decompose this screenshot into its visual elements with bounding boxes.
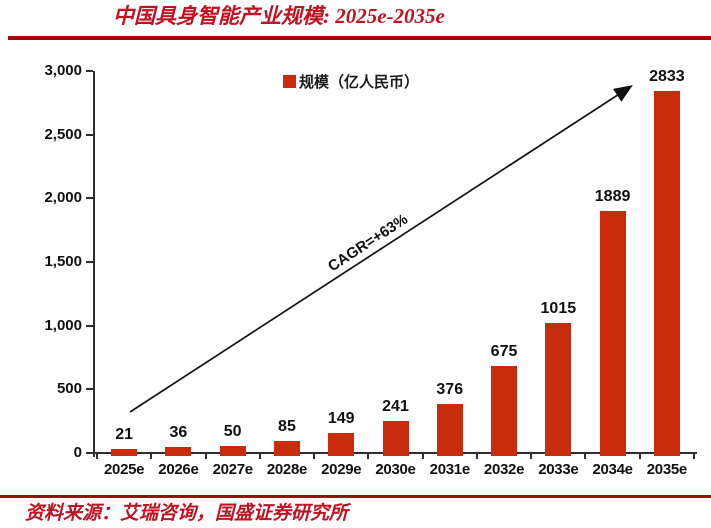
x-axis-tick	[530, 453, 533, 459]
x-axis-label: 2025e	[104, 461, 145, 478]
x-axis-label: 2030e	[375, 461, 416, 478]
x-axis-label: 2026e	[158, 461, 199, 478]
x-axis-label: 2031e	[429, 461, 471, 478]
legend-label: 规模（亿人民币）	[299, 74, 420, 91]
y-axis-tick	[86, 388, 93, 391]
x-axis-tick	[421, 453, 424, 459]
x-axis-label: 2034e	[592, 461, 633, 478]
y-axis-label: 1,500	[44, 253, 82, 270]
y-axis-line	[93, 71, 95, 457]
bar-value-label: 21	[115, 426, 134, 444]
x-axis-tick	[150, 453, 153, 459]
y-axis-tick	[86, 197, 93, 200]
bar-value-label: 241	[382, 398, 409, 416]
bar	[545, 322, 572, 456]
x-axis-tick	[204, 453, 207, 459]
bar	[599, 211, 626, 456]
footer-divider-line	[0, 495, 711, 498]
x-axis-label: 2035e	[646, 461, 688, 478]
y-axis-tick	[86, 261, 93, 263]
y-axis-label: 2,000	[44, 189, 82, 207]
y-axis-tick	[86, 324, 93, 327]
x-axis-label: 2029e	[321, 461, 362, 478]
bar-value-label: 2833	[649, 68, 685, 86]
x-axis-label: 2033e	[538, 461, 579, 478]
y-axis-label: 2,500	[44, 125, 82, 143]
x-axis-tick	[475, 453, 478, 459]
x-axis-label: 2028e	[266, 461, 308, 478]
y-axis-label: 0	[73, 444, 82, 461]
bar-value-label: 149	[327, 410, 355, 428]
x-axis-label: 2032e	[483, 461, 525, 478]
bar	[653, 91, 680, 456]
y-axis-tick	[86, 70, 93, 72]
x-axis-tick	[584, 453, 587, 459]
x-axis-tick	[96, 453, 98, 459]
x-axis-tick	[367, 453, 370, 459]
bar	[111, 449, 138, 456]
x-axis-tick	[638, 453, 641, 459]
bar-value-label: 1889	[594, 188, 631, 206]
x-axis-label: 2027e	[212, 461, 254, 478]
bar	[328, 433, 355, 456]
y-axis-tick	[86, 133, 93, 136]
x-axis-tick	[313, 453, 316, 459]
y-axis-label: 1,000	[44, 316, 82, 334]
bar-value-label: 50	[223, 422, 242, 440]
bar-value-label: 1015	[540, 299, 577, 317]
x-axis-tick	[258, 453, 261, 459]
bar	[165, 447, 192, 456]
legend: 规模（亿人民币）	[283, 71, 419, 92]
legend-swatch-icon	[283, 75, 296, 88]
bar	[382, 421, 409, 456]
bar-value-label: 85	[278, 418, 296, 436]
bar	[491, 366, 518, 456]
title-divider-line	[8, 36, 711, 40]
source-note: 资料来源：艾瑞咨询，国盛证券研究所	[25, 503, 349, 524]
y-axis-label: 500	[56, 380, 82, 398]
bar	[436, 404, 463, 456]
x-axis-tick	[693, 453, 695, 459]
cagr-annotation: CAGR=+63%	[324, 210, 412, 276]
bar-value-label: 376	[436, 381, 464, 399]
bar-value-label: 675	[490, 343, 518, 361]
bar-value-label: 36	[169, 424, 188, 442]
y-axis-label: 3,000	[44, 62, 82, 79]
bar	[273, 441, 300, 456]
y-axis-tick	[86, 452, 93, 454]
chart-title: 中国具身智能产业规模: 2025e-2035e	[113, 4, 445, 28]
bar	[219, 445, 246, 456]
